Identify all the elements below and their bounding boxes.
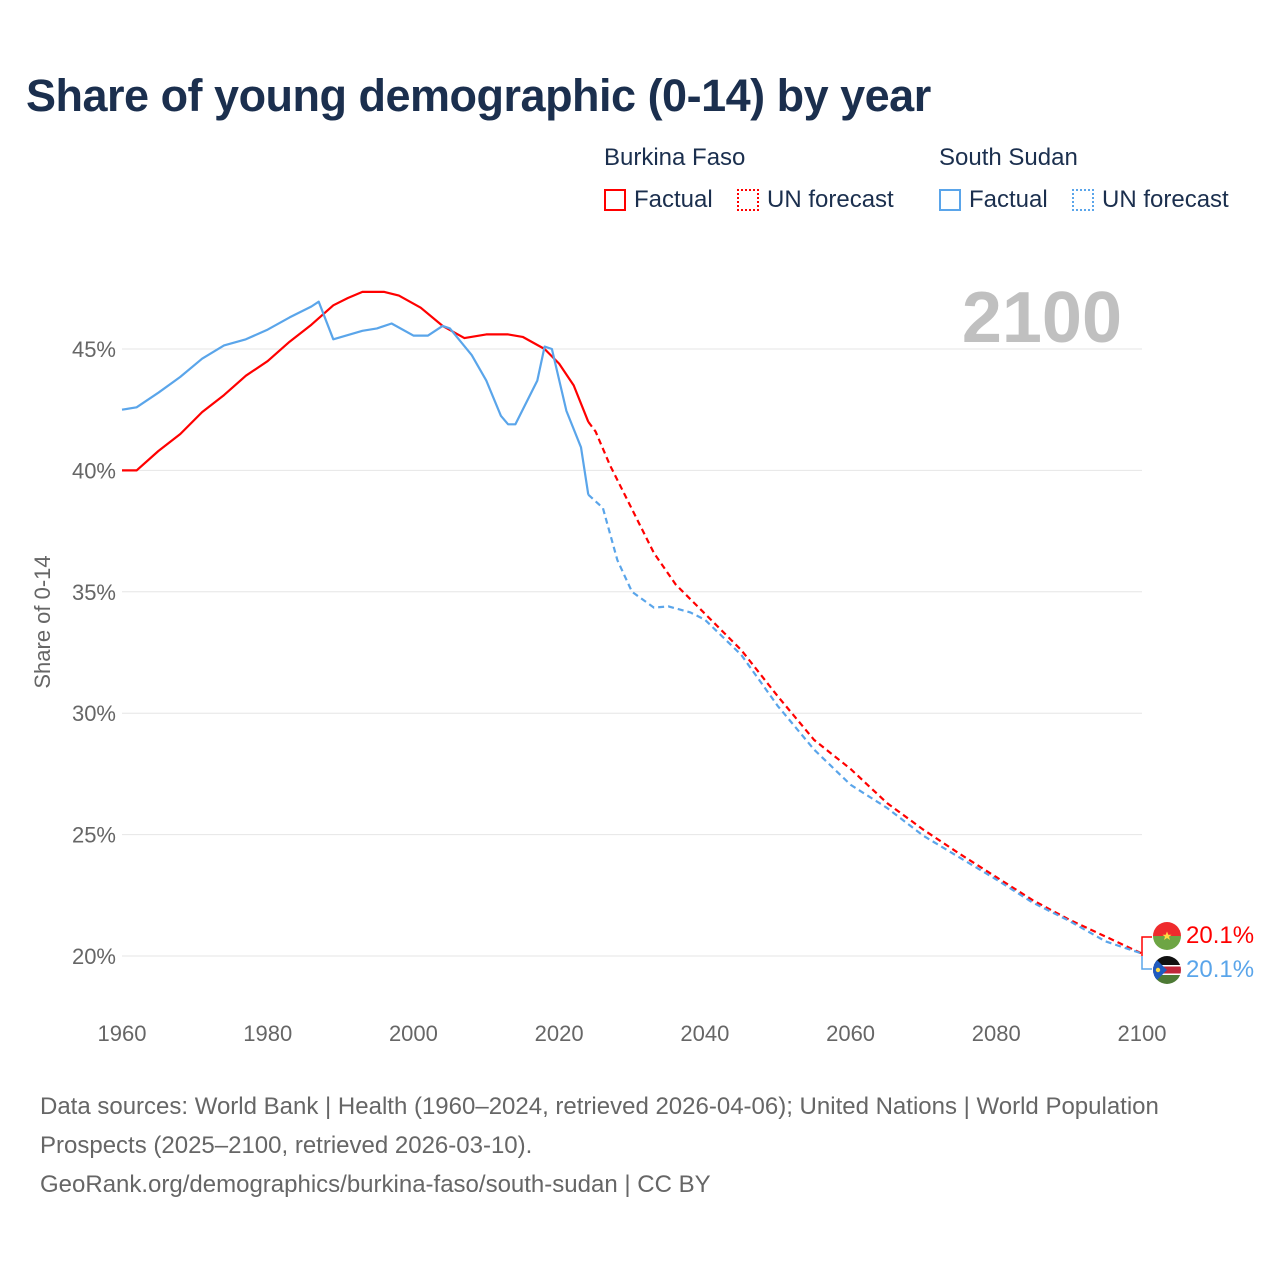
x-tick-label: 2060 <box>826 1021 875 1046</box>
legend-heading: South Sudan <box>939 144 1078 171</box>
legend-swatch-dotted <box>737 189 759 211</box>
y-tick-label: 25% <box>72 823 116 848</box>
legend-swatch-solid <box>939 189 961 211</box>
chart-title: Share of young demographic (0-14) by yea… <box>26 70 931 121</box>
bracket-south-sudan <box>1141 956 1152 970</box>
x-tick-label: 2040 <box>680 1021 729 1046</box>
line-forecast-south-sudan <box>587 493 1143 955</box>
legend-swatch-solid <box>604 189 626 211</box>
end-markers: 20.1% 20.1% <box>1141 922 1254 984</box>
legend-label: Factual <box>969 186 1048 213</box>
end-label-burkina-faso: 20.1% <box>1186 922 1254 949</box>
source-note: Data sources: World Bank | Health (1960–… <box>40 1087 1220 1204</box>
line-factual-south-sudan <box>121 300 590 495</box>
x-tick-label: 2100 <box>1118 1021 1167 1046</box>
x-tick-label: 2000 <box>389 1021 438 1046</box>
source-link[interactable]: GeoRank.org/demographics/burkina-faso/so… <box>40 1171 711 1198</box>
x-tick-label: 1980 <box>243 1021 292 1046</box>
legend-item-forecast[interactable]: UN forecast <box>737 186 894 214</box>
year-watermark: 2100 <box>962 278 1122 358</box>
x-tick-label: 2020 <box>535 1021 584 1046</box>
legend-heading: Burkina Faso <box>604 144 746 171</box>
legend-item-factual[interactable]: Factual <box>939 186 1048 214</box>
grid <box>122 348 1142 957</box>
line-factual-burkina-faso <box>122 290 590 472</box>
source-text: Data sources: World Bank | Health (1960–… <box>40 1093 1159 1159</box>
legend-label: UN forecast <box>767 186 894 213</box>
y-tick-label: 30% <box>72 701 116 726</box>
line-chart: 20% 25% 30% 35% 40% 45% 1960 1980 2000 2020 2040 2… <box>30 278 1254 1046</box>
line-forecast-burkina-faso <box>587 421 1143 955</box>
legend-item-forecast[interactable]: UN forecast <box>1072 186 1229 214</box>
bracket-burkina-faso <box>1141 936 1152 956</box>
x-tick-label: 1960 <box>98 1021 147 1046</box>
y-axis-label: Share of 0-14 <box>30 555 55 688</box>
x-axis: 1960 1980 2000 2020 2040 2060 2080 2100 <box>98 1021 1167 1046</box>
south-sudan-flag-icon <box>1153 956 1181 984</box>
legend-label: UN forecast <box>1102 186 1229 213</box>
series-lines <box>121 290 1143 955</box>
legend-swatch-dotted <box>1072 189 1094 211</box>
legend-item-factual[interactable]: Factual <box>604 186 713 214</box>
y-axis: 20% 25% 30% 35% 40% 45% <box>72 337 116 969</box>
y-tick-label: 35% <box>72 580 116 605</box>
burkina-faso-flag-icon <box>1153 922 1181 950</box>
y-tick-label: 20% <box>72 944 116 969</box>
legend-label: Factual <box>634 186 713 213</box>
x-tick-label: 2080 <box>972 1021 1021 1046</box>
y-tick-label: 40% <box>72 458 116 483</box>
y-tick-label: 45% <box>72 337 116 362</box>
end-label-south-sudan: 20.1% <box>1186 956 1254 983</box>
